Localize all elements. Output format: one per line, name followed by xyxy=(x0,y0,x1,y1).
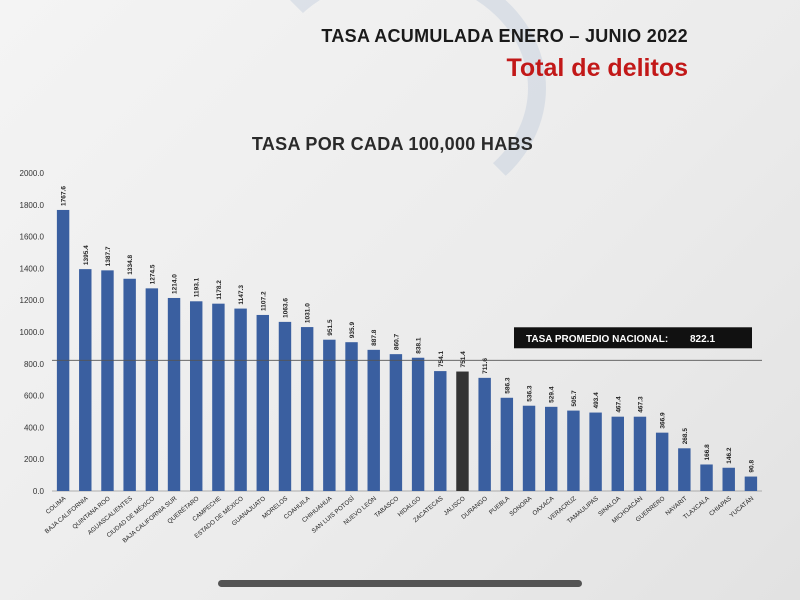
data-label: 1395.4 xyxy=(83,245,90,265)
bar xyxy=(722,467,735,491)
data-label: 90.8 xyxy=(748,460,755,473)
x-tick-label: YUCATÁN xyxy=(728,495,755,519)
y-tick-label: 1000.0 xyxy=(20,328,45,337)
data-label: 1274.5 xyxy=(149,264,156,284)
bar xyxy=(678,448,691,491)
x-tick-label: SONORA xyxy=(508,495,534,518)
data-label: 860.7 xyxy=(393,333,400,350)
y-tick-label: 2000.0 xyxy=(20,169,45,178)
bar xyxy=(589,412,602,491)
data-label: 529.4 xyxy=(549,386,556,403)
bar xyxy=(633,416,647,491)
data-label: 467.4 xyxy=(615,396,622,413)
bar xyxy=(744,476,758,491)
page-subtitle: Total de delitos xyxy=(506,54,689,82)
bar xyxy=(478,377,491,491)
bar xyxy=(567,410,580,491)
data-label: 1063.6 xyxy=(282,298,289,318)
bar xyxy=(234,308,247,491)
y-tick-label: 800.0 xyxy=(24,360,45,369)
data-label: 838.1 xyxy=(416,337,423,354)
data-label: 1107.2 xyxy=(260,291,267,311)
data-label: 586.3 xyxy=(504,377,511,394)
average-callout-box xyxy=(514,327,752,349)
data-label: 951.5 xyxy=(327,319,334,336)
bar xyxy=(522,405,536,491)
data-label: 146.2 xyxy=(726,447,733,464)
bar xyxy=(456,371,469,491)
bar xyxy=(389,354,403,491)
data-label: 366.9 xyxy=(660,412,667,429)
bar xyxy=(345,342,358,491)
bar xyxy=(700,464,713,491)
bar xyxy=(190,301,203,491)
y-tick-label: 1600.0 xyxy=(20,233,45,242)
data-label: 1387.7 xyxy=(105,246,112,266)
bar xyxy=(611,416,624,491)
bar xyxy=(367,349,380,491)
bar xyxy=(655,432,669,491)
data-label: 493.4 xyxy=(593,392,600,409)
bar xyxy=(167,297,181,491)
data-label: 1334.8 xyxy=(127,255,134,275)
bar xyxy=(545,406,558,491)
data-label: 467.3 xyxy=(637,396,644,413)
data-label: 887.8 xyxy=(371,329,378,346)
bar xyxy=(212,303,225,491)
data-label: 1193.1 xyxy=(194,277,201,297)
bar xyxy=(500,397,514,491)
y-tick-label: 1800.0 xyxy=(20,201,45,210)
chart-title: TASA POR CADA 100,000 HABS xyxy=(251,134,534,154)
x-tick-label: TABASCO xyxy=(373,495,400,519)
data-label: 1147.3 xyxy=(238,285,245,305)
data-label: 1214.0 xyxy=(172,274,179,294)
average-callout-value: 822.1 xyxy=(690,334,715,345)
bar xyxy=(101,270,114,491)
y-tick-label: 400.0 xyxy=(24,423,45,432)
bar xyxy=(434,371,447,491)
y-tick-label: 0.0 xyxy=(33,487,45,496)
bar xyxy=(145,288,159,491)
bar xyxy=(411,357,425,491)
average-callout-label: TASA PROMEDIO NACIONAL: xyxy=(526,334,668,345)
data-label: 1031.0 xyxy=(305,303,312,323)
bar xyxy=(56,209,70,491)
y-tick-label: 1400.0 xyxy=(20,264,45,273)
data-label: 751.4 xyxy=(460,351,467,368)
y-tick-label: 1200.0 xyxy=(20,296,45,305)
data-label: 536.3 xyxy=(527,385,534,402)
y-tick-label: 200.0 xyxy=(24,455,45,464)
y-tick-label: 600.0 xyxy=(24,392,45,401)
page-title: TASA ACUMULADA ENERO – JUNIO 2022 xyxy=(321,26,688,46)
bar xyxy=(278,321,292,491)
bar xyxy=(123,278,136,491)
data-label: 1767.6 xyxy=(61,186,68,206)
bar xyxy=(300,327,314,491)
data-label: 268.5 xyxy=(682,428,689,445)
data-label: 505.7 xyxy=(571,390,578,407)
bar xyxy=(323,339,336,491)
data-label: 935.9 xyxy=(349,322,356,339)
data-label: 166.8 xyxy=(704,444,711,461)
bar xyxy=(79,269,92,491)
data-label: 1178.2 xyxy=(216,280,223,300)
data-label: 711.6 xyxy=(482,358,489,374)
horizontal-scrollbar[interactable] xyxy=(218,580,582,587)
data-label: 754.1 xyxy=(438,350,445,367)
bar xyxy=(256,314,269,491)
